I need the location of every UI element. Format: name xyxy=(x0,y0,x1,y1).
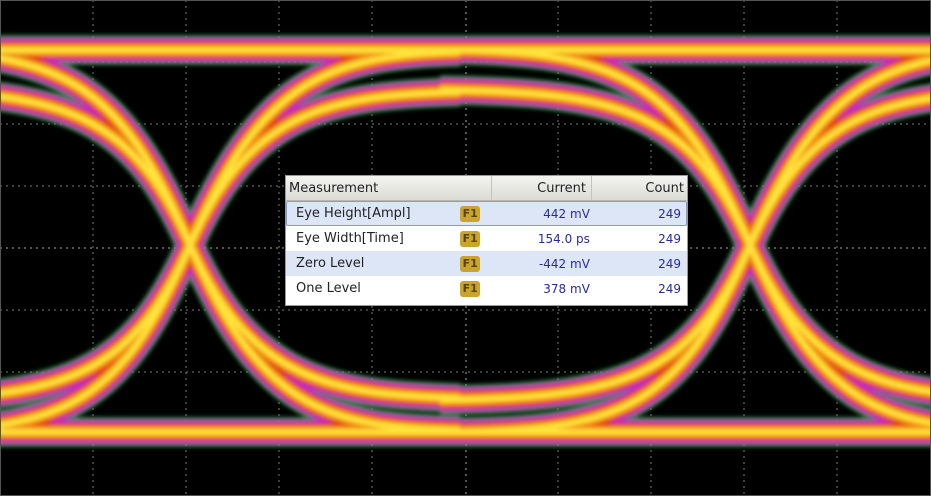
column-header-count[interactable]: Count xyxy=(591,176,687,200)
count-value: 249 xyxy=(658,256,681,271)
current-value: 378 mV xyxy=(543,281,590,296)
source-badge: F1 xyxy=(460,255,481,272)
count-value: 249 xyxy=(658,281,681,296)
measurement-results-table: Measurement Current Count Eye Height[Amp… xyxy=(285,175,688,306)
table-row[interactable]: One Level F1 378 mV 249 xyxy=(286,276,687,301)
source-badge: F1 xyxy=(460,205,481,222)
column-header-measurement[interactable]: Measurement xyxy=(289,180,379,196)
measurement-name: One Level xyxy=(296,281,361,296)
table-row[interactable]: Zero Level F1 -442 mV 249 xyxy=(286,251,687,276)
table-row[interactable]: Eye Width[Time] F1 154.0 ps 249 xyxy=(286,226,687,251)
current-value: -442 mV xyxy=(538,256,590,271)
current-value: 442 mV xyxy=(543,206,590,221)
measurement-name: Zero Level xyxy=(296,256,365,271)
count-value: 249 xyxy=(658,231,681,246)
count-value: 249 xyxy=(658,206,681,221)
source-badge: F1 xyxy=(460,230,481,247)
column-header-current[interactable]: Current xyxy=(491,176,591,200)
table-header: Measurement Current Count xyxy=(286,176,687,201)
table-row[interactable]: Eye Height[Ampl] F1 442 mV 249 xyxy=(286,201,687,226)
measurement-name: Eye Width[Time] xyxy=(296,231,404,246)
measurement-name: Eye Height[Ampl] xyxy=(296,206,411,221)
source-badge: F1 xyxy=(460,280,481,297)
current-value: 154.0 ps xyxy=(537,231,590,246)
